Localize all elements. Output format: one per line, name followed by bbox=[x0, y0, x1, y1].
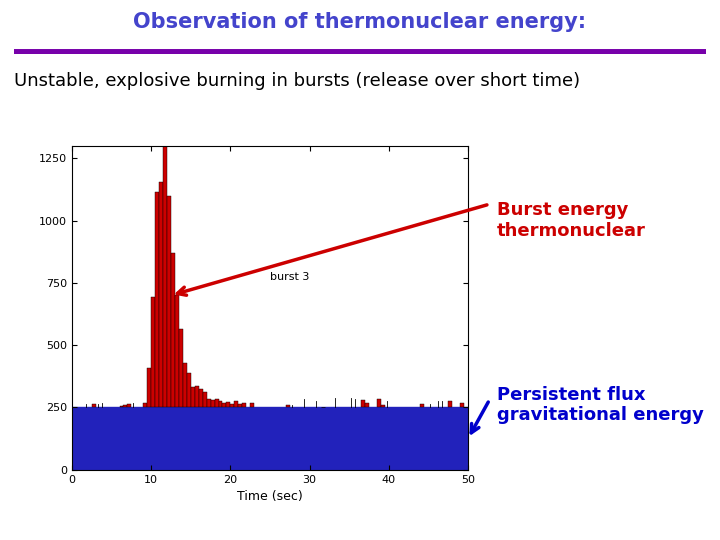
Bar bbox=[235, 401, 238, 408]
Bar bbox=[460, 403, 464, 408]
Bar bbox=[163, 126, 167, 408]
Bar bbox=[215, 399, 219, 408]
Text: Burst energy
thermonuclear: Burst energy thermonuclear bbox=[497, 201, 646, 240]
Bar bbox=[286, 405, 289, 408]
Bar bbox=[156, 192, 159, 408]
Bar bbox=[361, 400, 365, 408]
Bar bbox=[381, 405, 384, 408]
Bar bbox=[127, 404, 132, 408]
Bar bbox=[448, 401, 452, 408]
Bar bbox=[191, 387, 194, 408]
Bar bbox=[148, 368, 151, 408]
Bar bbox=[322, 407, 325, 408]
Bar bbox=[175, 295, 179, 408]
Text: burst 3: burst 3 bbox=[270, 272, 310, 282]
Bar bbox=[124, 406, 127, 408]
Bar bbox=[222, 403, 226, 408]
Bar bbox=[183, 363, 187, 408]
Bar bbox=[199, 389, 203, 408]
Bar bbox=[242, 403, 246, 408]
Bar bbox=[238, 404, 242, 408]
Bar bbox=[171, 253, 175, 408]
Bar bbox=[151, 298, 156, 408]
Bar bbox=[159, 182, 163, 408]
Bar bbox=[420, 404, 425, 408]
Bar bbox=[194, 386, 199, 408]
Bar bbox=[251, 402, 254, 408]
Bar bbox=[365, 403, 369, 408]
Bar bbox=[210, 400, 215, 408]
Bar bbox=[203, 392, 207, 408]
Bar bbox=[179, 329, 183, 408]
Text: Observation of thermonuclear energy:: Observation of thermonuclear energy: bbox=[133, 12, 587, 32]
Bar bbox=[226, 402, 230, 408]
Bar bbox=[92, 404, 96, 408]
Bar bbox=[230, 404, 235, 408]
Bar bbox=[143, 403, 148, 408]
Bar bbox=[120, 406, 124, 408]
Bar bbox=[167, 196, 171, 408]
Text: Unstable, explosive burning in bursts (release over short time): Unstable, explosive burning in bursts (r… bbox=[14, 72, 580, 90]
Bar bbox=[207, 399, 210, 408]
X-axis label: Time (sec): Time (sec) bbox=[237, 490, 303, 503]
Bar bbox=[219, 401, 222, 408]
Bar bbox=[377, 400, 381, 408]
Text: Persistent flux
gravitational energy: Persistent flux gravitational energy bbox=[497, 386, 703, 424]
Bar bbox=[187, 373, 191, 408]
